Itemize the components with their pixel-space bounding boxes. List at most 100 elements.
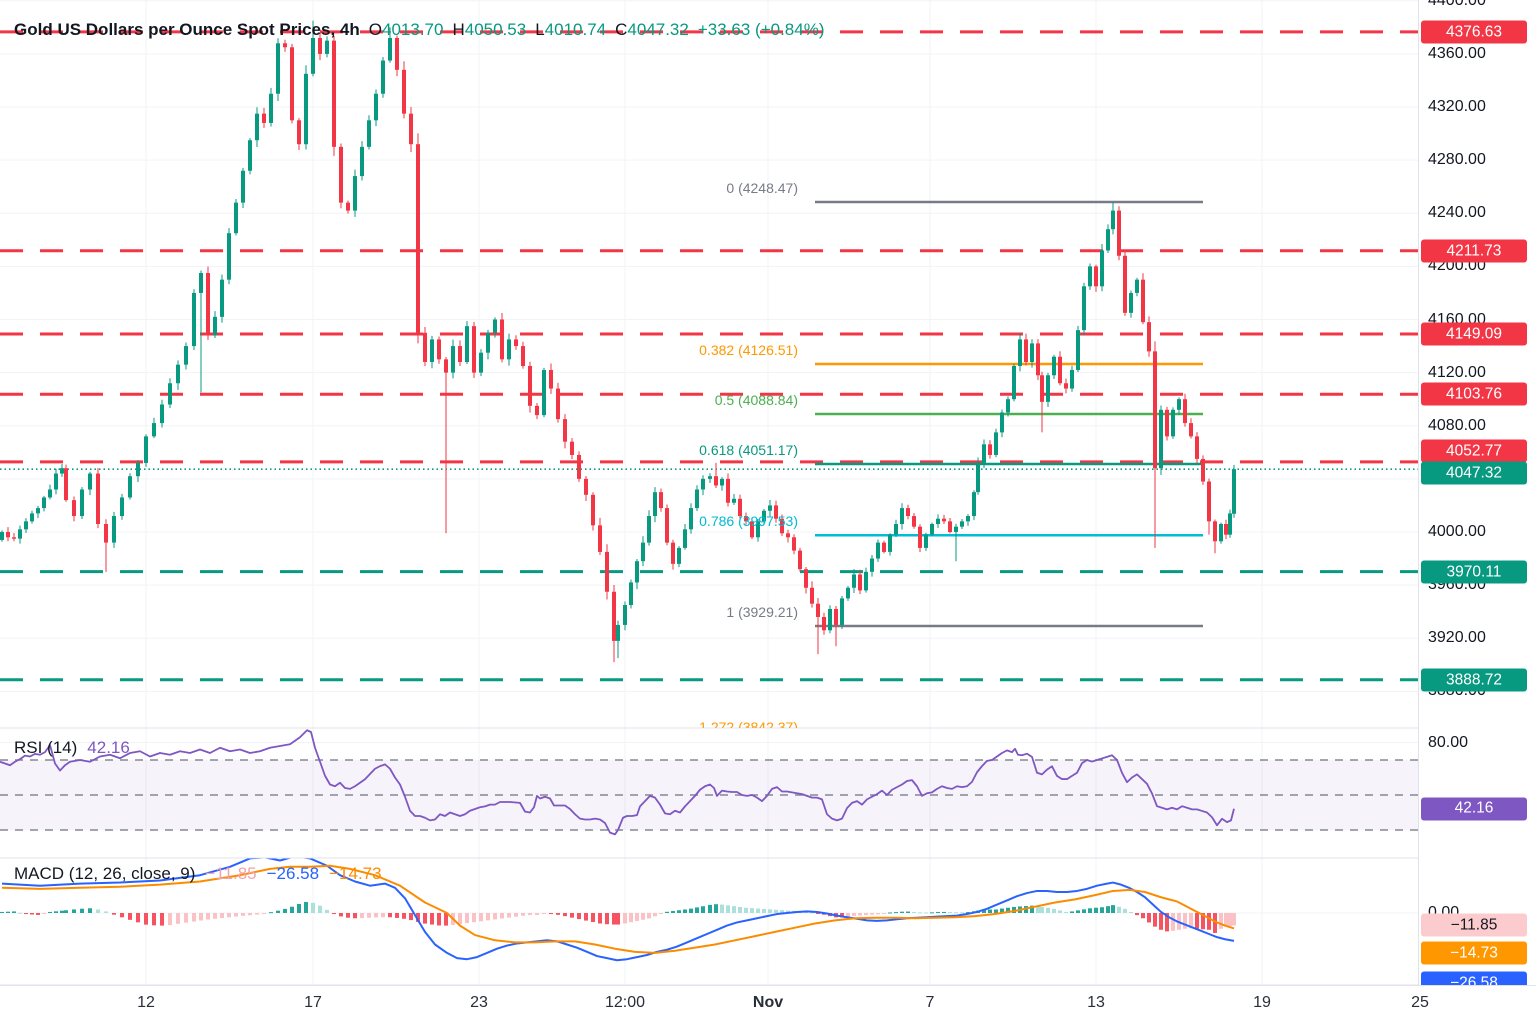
macd-line-value: −26.58 [266,864,320,883]
candle-body [128,476,132,498]
candle-body [804,569,808,588]
price-axis[interactable] [1418,0,1536,1022]
macd-histogram-bar [54,911,58,913]
macd-histogram-bar [756,908,760,913]
candle-body [1171,409,1175,437]
candle-body [1046,375,1050,402]
symbol-title[interactable]: Gold US Dollars per Ounce Spot Prices, 4… [14,20,360,39]
macd-histogram-bar [762,908,766,913]
macd-histogram-bar [112,913,116,915]
candle-body [1018,339,1022,366]
macd-histogram-bar [96,909,100,913]
candle-body [912,516,916,527]
macd-histogram-bar [206,913,210,920]
candle-body [556,388,560,420]
macd-histogram-bar [1219,913,1223,929]
macd-title[interactable]: MACD (12, 26, close, 9) [14,864,196,883]
candle-body [780,518,784,534]
macd-histogram-bar [864,913,868,916]
candle-body [339,146,343,203]
candle-body [549,369,553,389]
macd-histogram-bar [213,913,217,919]
price-axis-label: 4120.00 [1428,363,1486,381]
macd-histogram-bar [954,912,958,914]
candle-body [535,405,539,416]
candle-body [591,494,595,526]
candle-body [1213,521,1217,542]
candle-body [1147,322,1151,352]
candle-body [104,524,108,543]
time-axis[interactable] [0,985,1536,1022]
candle-body [918,526,922,548]
candle-body [858,574,862,591]
candle-body [1207,481,1211,522]
candle-body [1195,436,1199,459]
macd-histogram-bar [930,912,934,914]
candle-body [726,478,730,503]
macd-histogram-bar [1070,911,1074,913]
candle-body [18,529,22,539]
macd-histogram-bar [1094,907,1098,913]
candle-body [367,120,371,147]
price-axis-label: 4080.00 [1428,416,1486,434]
macd-histogram-bar [1129,911,1133,913]
candle-body [612,591,616,641]
candle-body [954,526,958,532]
macd-histogram-bar [623,913,627,924]
macd-histogram-bar [80,908,84,913]
macd-histogram-bar [388,913,392,918]
candle-body [1024,339,1028,362]
candle-body [1219,524,1223,542]
candle-body [701,478,705,490]
candle-body [42,497,46,509]
macd-histogram-bar [104,911,108,913]
macd-histogram-bar [332,913,336,915]
candle-body [1012,365,1016,400]
macd-histogram-bar [304,901,308,913]
macd-histogram-bar [318,905,322,913]
candle-body [834,609,838,625]
time-axis-label: 19 [1253,994,1271,1011]
macd-histogram-bar [653,913,657,917]
candle-body [1201,458,1205,482]
candle-body [12,537,16,539]
candle-body [521,346,525,366]
candle-body [1076,330,1080,370]
candle-body [1183,399,1187,424]
candle-body [659,492,663,509]
macd-histogram-bar [176,913,180,924]
macd-histogram-bar [570,913,574,918]
candle-body [72,500,76,517]
macd-pane-title: MACD (12, 26, close, 9) −11.85 −26.58 −1… [14,864,382,884]
candle-body [381,60,385,94]
price-badge: 4052.77 [1421,439,1527,463]
candle-body [255,113,259,141]
candle-body [528,365,532,406]
rsi-badge: 42.16 [1421,797,1527,821]
price-pane [0,20,1418,682]
macd-histogram-bar [612,913,616,925]
candle-body [1100,250,1104,287]
candle-body [882,542,886,552]
candle-body [653,492,657,517]
macd-histogram-bar [816,913,820,914]
macd-signal-line [1,864,1235,954]
candle-body [852,574,856,588]
macd-histogram-bar [479,913,483,922]
macd-histogram-bar [1100,907,1104,913]
price-badge: 4149.09 [1421,322,1527,346]
candle-body [689,508,693,530]
candle-body [774,505,778,519]
macd-histogram-bar [1006,907,1010,913]
rsi-title[interactable]: RSI (14) [14,738,78,757]
candle-body [1064,383,1068,389]
macd-histogram-bar [695,907,699,913]
macd-histogram-bar [1165,913,1169,932]
candle-body [60,468,64,474]
open-value: 4013.70 [382,20,444,39]
macd-histogram-bar [521,913,525,916]
candle-body [395,37,399,70]
candle-body [451,346,455,373]
candle-body [290,47,294,121]
